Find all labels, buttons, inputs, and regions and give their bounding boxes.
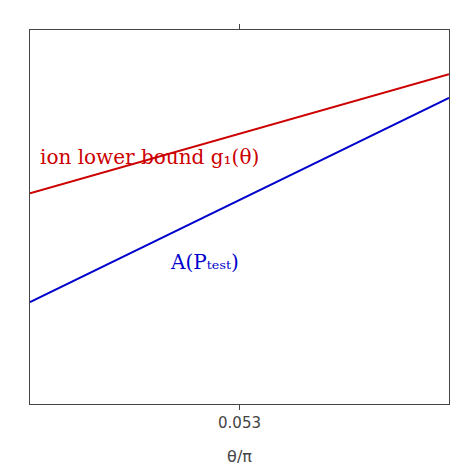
- svg-text:ion lower bound g₁(θ): ion lower bound g₁(θ): [40, 145, 259, 169]
- svg-text:A(Pₜₑₛₜ): A(Pₜₑₛₜ): [170, 250, 239, 274]
- svg-text:θ/π: θ/π: [227, 447, 252, 466]
- svg-text:0.053: 0.053: [218, 414, 261, 432]
